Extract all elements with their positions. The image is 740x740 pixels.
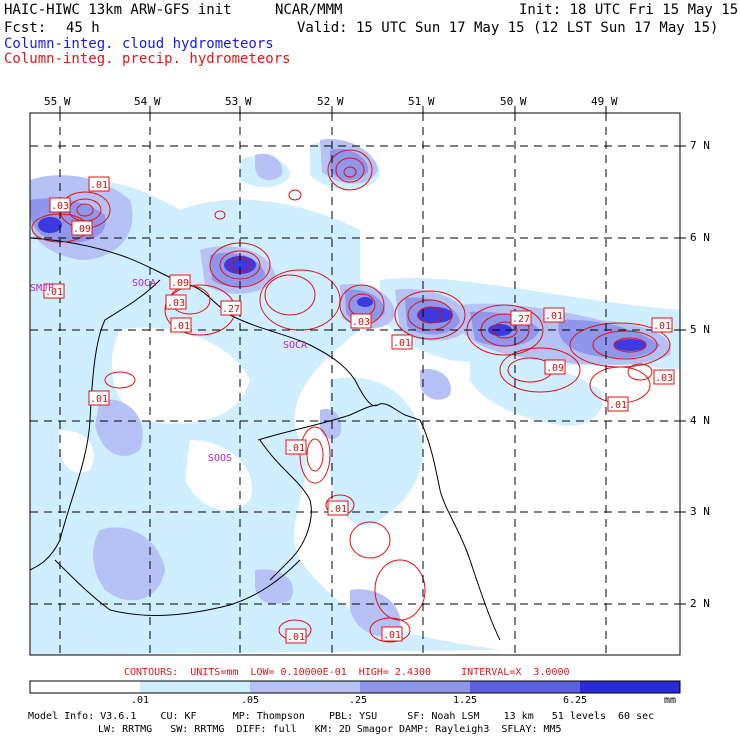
colorbar-tick-3: .25: [349, 695, 368, 706]
contours-info: CONTOURS: UNITS=mm LOW= 0.10000E-01 HIGH…: [124, 667, 570, 678]
lat-label-3n: 3 N: [690, 505, 710, 518]
contour-label: .01: [287, 632, 305, 643]
colorbar-tick-1: .01: [131, 695, 150, 706]
station-soos: SOOS: [208, 453, 233, 464]
lat-label-7n: 7 N: [690, 139, 710, 152]
forecast-label: Fcst:: [4, 20, 47, 36]
border-west: [30, 279, 161, 571]
contour-label: .01: [545, 311, 563, 322]
model-info-line2: LW: RRTMG SW: RRTMG DIFF: full KM: 2D Sm…: [98, 724, 562, 735]
lat-label-2n: 2 N: [690, 597, 710, 610]
contour-label: .01: [287, 443, 305, 454]
contour-label: .27: [222, 304, 240, 315]
lon-label-55w: 55 W: [44, 95, 71, 108]
model-title: HAIC-HIWC 13km ARW-GFS init: [4, 2, 232, 18]
contour-labels: .01 .03 .09 .01 .09 .03 .01 .27 .03 .01 .27 .01 .01.…: [43, 176, 675, 644]
cloud-field-title: Column-integ. cloud hydrometeors: [4, 36, 274, 52]
lon-label-52w: 52 W: [317, 95, 344, 108]
cloud-shading: [30, 113, 680, 655]
contour-label: .09: [171, 278, 189, 289]
model-info-line1: Model Info: V3.6.1 CU: KF MP: Thompson P…: [28, 711, 655, 722]
contour-label-box: [285, 628, 307, 644]
coastline: [30, 237, 501, 641]
contour-label: .01: [609, 400, 627, 411]
contour-label-box: [88, 390, 110, 406]
lat-label-6n: 6 N: [690, 231, 710, 244]
colorbar-tick-2: .05: [241, 695, 260, 706]
contour-label: .01: [172, 321, 190, 332]
border-east2: [257, 404, 379, 441]
contour-label-box: [327, 500, 349, 516]
contour-label: .01: [383, 630, 401, 641]
contour-label-box: [170, 317, 192, 333]
border-south: [54, 559, 301, 616]
colorbar-tick-4: 1.25: [453, 695, 478, 706]
border-east: [259, 439, 312, 581]
lat-label-5n: 5 N: [690, 323, 710, 336]
station-smjp: SMJP: [30, 283, 55, 294]
forecast-hour: 45 h: [66, 20, 100, 36]
contour-label-box: [651, 317, 673, 333]
contour-label: .27: [512, 314, 530, 325]
contour-label: .03: [655, 373, 673, 384]
contour-label-box: [391, 334, 413, 350]
contour-label: .01: [45, 287, 63, 298]
contour-label-box: [350, 313, 372, 329]
contour-label: .01: [90, 394, 108, 405]
lon-label-50w: 50 W: [500, 95, 527, 108]
org-label: NCAR/MMM: [275, 2, 343, 18]
contour-label: .01: [393, 338, 411, 349]
contour-label-box: [381, 626, 403, 642]
contour-label-box: [607, 396, 629, 412]
contour-label-box: [220, 300, 242, 316]
contour-label: .01: [329, 504, 347, 515]
contour-label-box: [169, 274, 191, 290]
contour-label-box: [653, 369, 675, 385]
precip-field-title: Column-integ. precip. hydrometeors: [4, 51, 291, 67]
lon-label-51w: 51 W: [408, 95, 435, 108]
contour-label: .03: [352, 317, 370, 328]
contour-label-box: [49, 197, 71, 213]
contour-label: .01: [90, 180, 108, 191]
contour-label-box: [543, 307, 565, 323]
lon-label-54w: 54 W: [134, 95, 161, 108]
station-soca-west: SOCA: [132, 278, 157, 289]
contour-label-box: [285, 439, 307, 455]
contour-label: .01: [653, 321, 671, 332]
colorbar: [29, 680, 681, 694]
contour-label-box: [165, 294, 187, 310]
colorbar-tick-5: 6.25: [563, 695, 588, 706]
contour-label-box: [510, 310, 532, 326]
station-soca: SOCA: [283, 340, 308, 351]
contour-label: .03: [51, 201, 69, 212]
contour-label: .09: [546, 363, 564, 374]
contour-label-box: [544, 359, 566, 375]
contour-label-box: [88, 176, 110, 192]
map-frame: [29, 112, 681, 656]
lon-label-53w: 53 W: [225, 95, 252, 108]
contour-label-box: [43, 283, 65, 299]
lon-label-49w: 49 W: [591, 95, 618, 108]
colorbar-unit: mm: [664, 695, 677, 706]
lat-label-4n: 4 N: [690, 414, 710, 427]
contour-label: .09: [73, 224, 91, 235]
lat-lon-grid: [30, 113, 680, 655]
init-time: Init: 18 UTC Fri 15 May 15: [519, 2, 739, 18]
contour-label-box: [71, 220, 93, 236]
contour-label: .03: [167, 298, 185, 309]
valid-time: Valid: 15 UTC Sun 17 May 15 (12 LST Sun …: [297, 20, 719, 36]
